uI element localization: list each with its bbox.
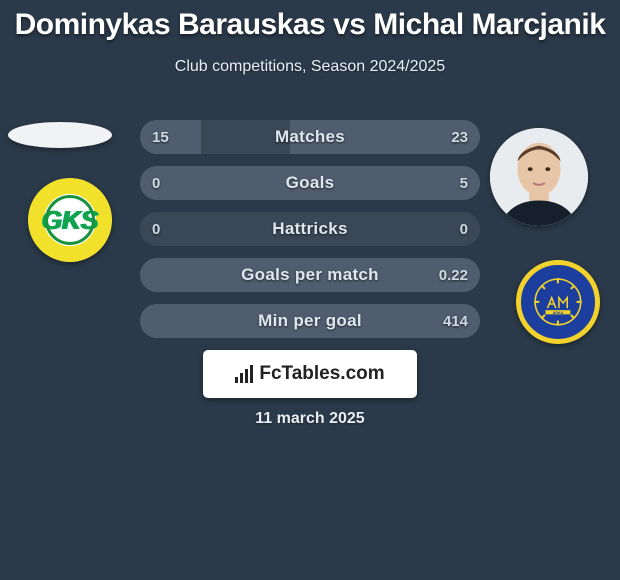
club-left-logo-text: GKS: [42, 205, 98, 236]
brand-text: FcTables.com: [259, 363, 384, 385]
stat-row: 1523Matches: [140, 120, 480, 154]
stat-label: Hattricks: [140, 212, 480, 246]
stat-row: 00Hattricks: [140, 212, 480, 246]
player-left-avatar: [8, 122, 112, 148]
bars-icon: [235, 365, 253, 383]
stat-row: 414Min per goal: [140, 304, 480, 338]
brand-badge: FcTables.com: [203, 350, 417, 398]
page-title: Dominykas Barauskas vs Michal Marcjanik: [0, 0, 620, 42]
stat-label: Goals: [140, 166, 480, 200]
club-left-logo: GKS: [28, 178, 112, 262]
subtitle: Club competitions, Season 2024/2025: [0, 58, 620, 76]
stat-label: Matches: [140, 120, 480, 154]
club-right-logo: ARKA: [516, 260, 600, 344]
svg-text:ARKA: ARKA: [553, 311, 564, 315]
stat-label: Min per goal: [140, 304, 480, 338]
stat-row: 05Goals: [140, 166, 480, 200]
date-text: 11 march 2025: [0, 410, 620, 428]
player-right-avatar: [490, 128, 588, 226]
stats-container: 1523Matches 05Goals 00Hattricks 0.22Goals p…: [140, 120, 480, 350]
stat-row: 0.22Goals per match: [140, 258, 480, 292]
stat-label: Goals per match: [140, 258, 480, 292]
